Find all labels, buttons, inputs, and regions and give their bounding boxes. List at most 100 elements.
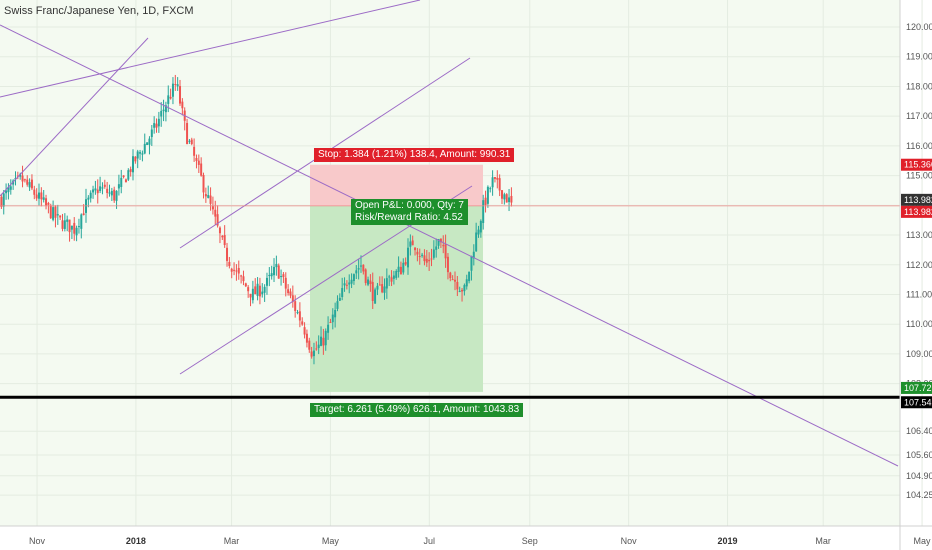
- chart-title: Swiss Franc/Japanese Yen, 1D, FXCM: [4, 5, 194, 17]
- candle-body: [49, 205, 52, 219]
- candle-body: [355, 270, 358, 274]
- y-tick-label: 109.000: [906, 349, 932, 359]
- candle-body: [312, 350, 315, 357]
- candle-body: [70, 225, 73, 230]
- candle-body: [357, 268, 360, 270]
- candle-body: [397, 266, 400, 272]
- candle-body: [367, 279, 370, 285]
- candle-body: [442, 245, 445, 247]
- candle-body: [465, 279, 468, 287]
- candle-body: [265, 277, 268, 286]
- candle-body: [242, 276, 245, 282]
- candle-body: [52, 207, 55, 220]
- candle-body: [108, 192, 111, 194]
- candle-body: [301, 321, 304, 325]
- candle-body: [376, 285, 379, 290]
- candle-body: [176, 84, 179, 87]
- candle-body: [435, 246, 438, 250]
- candle-body: [510, 195, 513, 203]
- candle-body: [7, 187, 10, 193]
- candle-body: [294, 301, 297, 312]
- candle-body: [244, 283, 247, 287]
- candle-body: [0, 196, 3, 207]
- candle-body: [371, 282, 374, 301]
- pnl-label[interactable]: Open P&L: 0.000, Qty: 7 Risk/Reward Rati…: [351, 199, 468, 225]
- candle-body: [240, 275, 243, 277]
- x-tick-label: 2018: [126, 536, 146, 546]
- candle-body: [30, 179, 33, 189]
- candle-body: [233, 269, 236, 271]
- candle-body: [327, 324, 330, 333]
- candle-body: [388, 276, 391, 278]
- candle-body: [204, 194, 207, 197]
- candle-body: [89, 192, 92, 199]
- candle-body: [362, 264, 365, 272]
- candle-body: [14, 178, 17, 180]
- candle-body: [444, 244, 447, 259]
- candle-body: [148, 138, 151, 145]
- candle-body: [228, 261, 231, 267]
- y-tick-label: 113.000: [906, 230, 932, 240]
- price-tag: [901, 381, 932, 394]
- candle-body: [134, 156, 137, 162]
- stop-label[interactable]: Stop: 1.384 (1.21%) 138.4, Amount: 990.3…: [314, 148, 515, 162]
- candle-body: [310, 351, 313, 357]
- candle-body: [345, 284, 348, 286]
- candle-body: [287, 289, 290, 294]
- candle-body: [359, 265, 362, 267]
- candle-body: [216, 214, 219, 226]
- candle-body: [120, 177, 123, 187]
- candle-body: [505, 194, 508, 203]
- candle-body: [437, 239, 440, 246]
- y-tick-label: 116.000: [906, 141, 932, 151]
- candle-body: [350, 279, 353, 284]
- candle-body: [296, 312, 299, 314]
- candle-body: [92, 189, 95, 193]
- candle-body: [425, 258, 428, 263]
- candle-body: [146, 142, 149, 146]
- open-pnl-text: Open P&L: 0.000, Qty: 7: [355, 200, 464, 211]
- candle-body: [23, 179, 26, 181]
- candle-body: [160, 110, 163, 117]
- candle-body: [463, 285, 466, 292]
- candle-body: [153, 123, 156, 128]
- candle-body: [451, 279, 454, 281]
- price-tag: [901, 205, 932, 218]
- x-tick-label: May: [322, 536, 340, 546]
- y-tick-label: 115.000: [906, 171, 932, 181]
- candle-body: [19, 174, 22, 177]
- candle-body: [392, 275, 395, 279]
- stop-zone[interactable]: [310, 164, 483, 206]
- candle-body: [181, 101, 184, 109]
- candle-body: [162, 109, 165, 111]
- target-zone[interactable]: [310, 205, 483, 392]
- price-axis[interactable]: 120.000 119.000 118.000 117.000 116.000 115.0…: [906, 22, 932, 500]
- candle-body: [87, 197, 90, 200]
- candle-body: [268, 274, 271, 277]
- candle-body: [103, 184, 106, 187]
- candle-body: [256, 283, 259, 296]
- candle-body: [75, 227, 78, 236]
- y-tick-label: 105.600: [906, 450, 932, 460]
- candle-body: [493, 177, 496, 179]
- candle-body: [247, 287, 250, 292]
- candle-body: [482, 200, 485, 224]
- y-tick-label: 104.250: [906, 490, 932, 500]
- trendline[interactable]: [0, 0, 421, 98]
- price-tags: 115.366 113.982 113.982 107.721 107.542: [901, 158, 932, 409]
- candle-body: [341, 287, 344, 297]
- target-label[interactable]: Target: 6.261 (5.49%) 626.1, Amount: 104…: [310, 403, 524, 417]
- candle-body: [378, 284, 381, 286]
- candle-body: [5, 190, 8, 194]
- candle-body: [470, 255, 473, 271]
- trendline[interactable]: [0, 24, 899, 467]
- trendline[interactable]: [0, 37, 149, 197]
- candle-body: [226, 247, 229, 261]
- candle-body: [202, 174, 205, 193]
- candle-body: [132, 156, 135, 173]
- candle-body: [251, 288, 254, 301]
- candle-body: [33, 189, 36, 195]
- time-axis[interactable]: Nov2018MarMayJulSepNov2019MarMayJulSepNo…: [29, 536, 932, 546]
- candle-body: [475, 232, 478, 252]
